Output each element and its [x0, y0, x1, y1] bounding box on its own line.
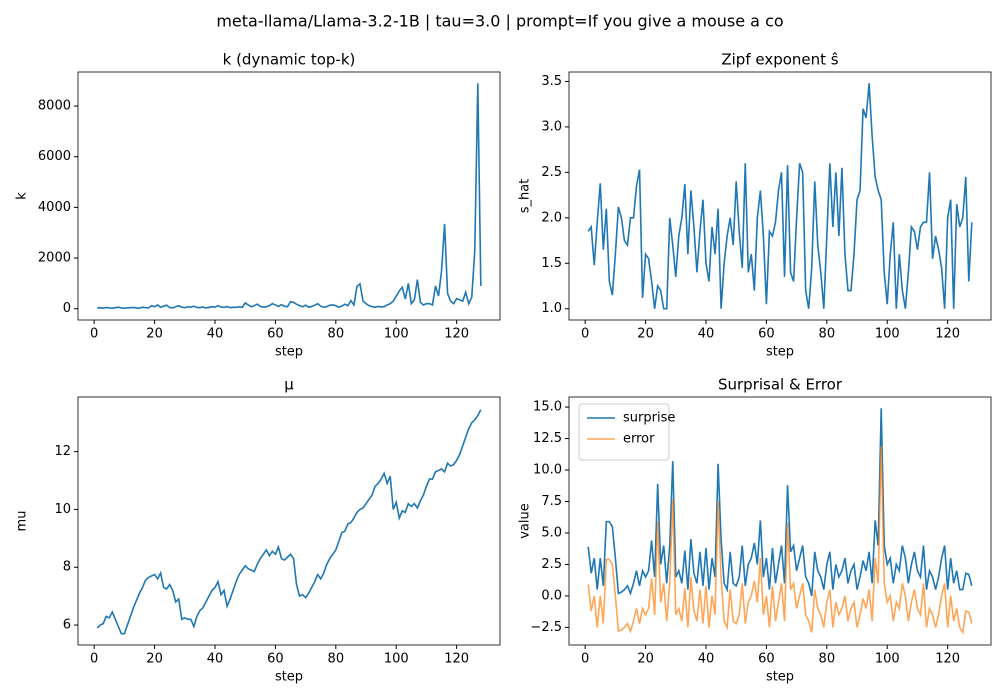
x-tick-label: 60 [267, 652, 284, 667]
y-axis-label: k [15, 192, 30, 200]
x-tick-label: 40 [207, 327, 224, 342]
x-tick-label: 80 [328, 652, 345, 667]
y-tick-label: 10.0 [533, 463, 562, 478]
x-tick-label: 40 [698, 327, 715, 342]
y-tick-label: 6 [63, 618, 71, 633]
x-tick-label: 100 [875, 327, 900, 342]
x-tick-label: 80 [819, 327, 836, 342]
x-tick-label: 100 [384, 327, 409, 342]
x-tick-label: 60 [758, 327, 775, 342]
y-tick-label: 1.0 [541, 301, 562, 316]
y-tick-label: 3.5 [541, 74, 562, 89]
y-tick-label: 10 [54, 502, 71, 517]
x-tick-label: 100 [875, 652, 900, 667]
x-tick-label: 0 [90, 652, 98, 667]
x-tick-label: 100 [384, 652, 409, 667]
y-axis-label: value [518, 503, 533, 539]
x-tick-label: 60 [758, 652, 775, 667]
x-tick-label: 0 [581, 327, 589, 342]
x-tick-label: 120 [935, 652, 960, 667]
axes-title: Surprisal & Error [718, 376, 843, 394]
x-tick-label: 20 [146, 327, 163, 342]
figure-title: meta-llama/Llama-3.2-1B | tau=3.0 | prom… [216, 12, 783, 31]
legend-label: surprise [623, 411, 675, 426]
y-tick-label: 12.5 [533, 431, 562, 446]
axes-frame [568, 71, 992, 321]
data-line [97, 83, 482, 310]
x-tick-label: 120 [444, 652, 469, 667]
legend-label: error [623, 432, 655, 447]
y-tick-label: 0.0 [541, 588, 562, 603]
x-axis-label: step [766, 345, 794, 360]
x-axis-label: step [275, 670, 303, 685]
y-tick-label: 15.0 [533, 400, 562, 415]
x-tick-label: 40 [698, 652, 715, 667]
data-line [96, 409, 482, 635]
y-axis-label: s_hat [518, 179, 533, 214]
y-tick-label: 4000 [38, 200, 71, 215]
x-tick-label: 80 [819, 652, 836, 667]
x-tick-label: 20 [637, 652, 654, 667]
y-tick-label: 0 [63, 301, 71, 316]
x-tick-label: 0 [90, 327, 98, 342]
axes-title: k (dynamic top-k) [223, 51, 356, 69]
x-tick-label: 120 [444, 327, 469, 342]
x-axis-label: step [766, 670, 794, 685]
y-tick-label: 2000 [38, 251, 71, 266]
x-tick-label: 120 [935, 327, 960, 342]
x-tick-label: 0 [581, 652, 589, 667]
y-tick-label: 2.0 [541, 210, 562, 225]
x-tick-label: 20 [637, 327, 654, 342]
y-axis-label: mu [15, 511, 30, 532]
axes-title: Zipf exponent ŝ [721, 51, 838, 69]
data-line [587, 408, 973, 597]
y-tick-label: 2.5 [541, 165, 562, 180]
x-axis-label: step [275, 345, 303, 360]
axes-title: μ [284, 376, 294, 394]
y-tick-label: 8 [63, 560, 71, 575]
y-tick-label: −2.5 [530, 620, 562, 635]
y-tick-label: 5.0 [541, 525, 562, 540]
y-tick-label: 1.5 [541, 256, 562, 271]
axes-frame [77, 71, 501, 321]
x-tick-label: 80 [328, 327, 345, 342]
x-tick-label: 40 [207, 652, 224, 667]
y-tick-label: 8000 [38, 99, 71, 114]
y-tick-label: 6000 [38, 149, 71, 164]
y-tick-label: 7.5 [541, 494, 562, 509]
axes-frame [77, 396, 501, 646]
axes-frame [568, 396, 992, 646]
x-tick-label: 20 [146, 652, 163, 667]
x-tick-label: 60 [267, 327, 284, 342]
y-tick-label: 2.5 [541, 557, 562, 572]
y-tick-label: 3.0 [541, 119, 562, 134]
data-line [587, 83, 973, 310]
y-tick-label: 12 [54, 444, 71, 459]
data-line [587, 446, 973, 635]
